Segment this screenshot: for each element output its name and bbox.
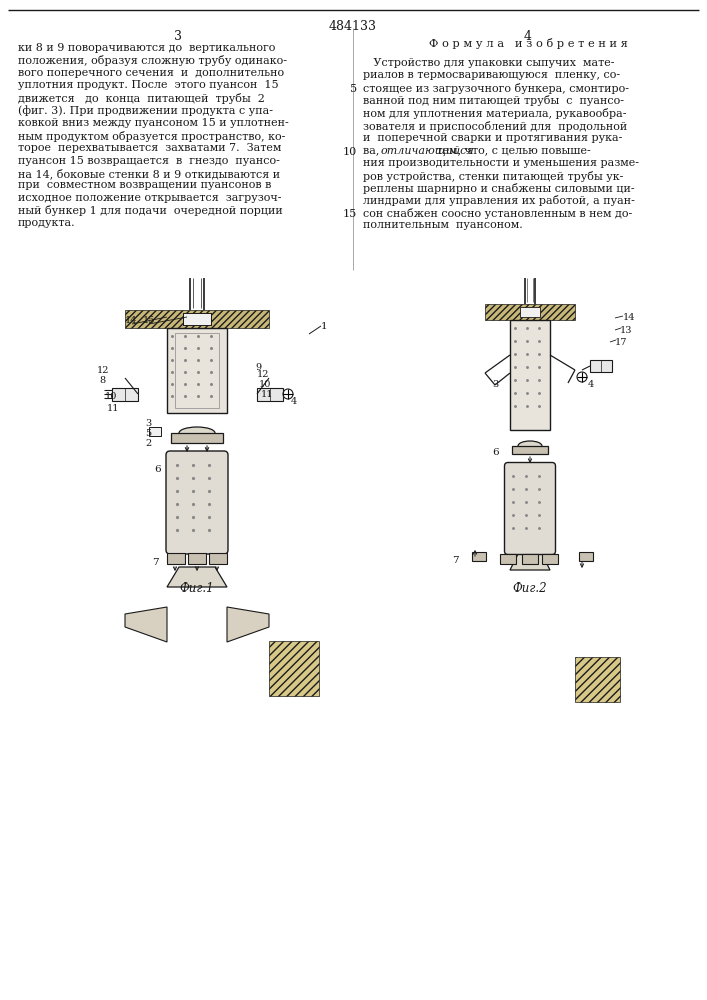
Text: 6: 6 [154, 465, 160, 474]
Ellipse shape [179, 427, 215, 439]
Text: ном для уплотнения материала, рукавообра-: ном для уплотнения материала, рукавообра… [363, 108, 626, 119]
Text: реплены шарнирно и снабжены силовыми ци-: реплены шарнирно и снабжены силовыми ци- [363, 183, 635, 194]
Text: 15: 15 [143, 316, 156, 325]
Text: 13: 13 [620, 326, 633, 335]
Bar [125, 310, 269, 328]
Text: на 14, боковые стенки 8 и 9 откидываются и: на 14, боковые стенки 8 и 9 откидываются… [18, 168, 280, 179]
Text: стоящее из загрузочного бункера, смонтиро-: стоящее из загрузочного бункера, смонтир… [363, 83, 629, 94]
Bar [590, 360, 612, 372]
Text: 3: 3 [145, 419, 151, 428]
Text: Фиг.2: Фиг.2 [513, 582, 547, 595]
Text: и  поперечной сварки и протягивания рука-: и поперечной сварки и протягивания рука- [363, 133, 622, 143]
Text: 10: 10 [343, 147, 357, 157]
Text: 4: 4 [291, 397, 297, 406]
Text: 6: 6 [492, 448, 498, 457]
Polygon shape [510, 554, 550, 570]
Bar [257, 388, 283, 401]
Text: полнительным  пуансоном.: полнительным пуансоном. [363, 221, 522, 231]
Text: 7: 7 [152, 558, 158, 567]
Bar [579, 552, 593, 561]
Text: риалов в термосваривающуюся  пленку, со-: риалов в термосваривающуюся пленку, со- [363, 70, 620, 81]
Text: уплотния продукт. После  этого пуансон  15: уплотния продукт. После этого пуансон 15 [18, 81, 279, 91]
Bar [485, 304, 575, 320]
Text: тем, что, с целью повыше-: тем, что, с целью повыше- [433, 145, 591, 155]
Text: 11: 11 [107, 404, 119, 413]
Text: отличающийся: отличающийся [380, 145, 474, 156]
Bar [171, 433, 223, 443]
Ellipse shape [518, 441, 542, 451]
Text: 12: 12 [257, 370, 269, 379]
Text: 5: 5 [145, 429, 151, 438]
Polygon shape [269, 641, 319, 696]
Bar [472, 552, 486, 561]
Polygon shape [227, 607, 269, 642]
Text: ным продуктом образуется пространство, ко-: ным продуктом образуется пространство, к… [18, 130, 286, 141]
Bar [542, 554, 558, 564]
Text: 8: 8 [99, 376, 105, 385]
Bar [510, 320, 550, 430]
Text: ров устройства, стенки питающей трубы ук-: ров устройства, стенки питающей трубы ук… [363, 170, 624, 182]
Text: 484133: 484133 [329, 20, 377, 33]
Text: 3: 3 [174, 30, 182, 43]
Text: 12: 12 [97, 366, 110, 375]
FancyBboxPatch shape [505, 462, 556, 554]
Text: 4: 4 [588, 380, 595, 389]
Text: 10: 10 [259, 380, 271, 389]
Bar [167, 553, 185, 564]
Text: движется   до  конца  питающей  трубы  2: движется до конца питающей трубы 2 [18, 93, 265, 104]
Polygon shape [575, 657, 620, 702]
Text: сон снабжен соосно установленным в нем до-: сон снабжен соосно установленным в нем д… [363, 208, 632, 219]
Bar [167, 328, 227, 413]
Text: 11: 11 [261, 390, 274, 399]
Bar [149, 427, 161, 436]
Polygon shape [167, 567, 227, 587]
Text: 14: 14 [125, 316, 137, 325]
Text: 7: 7 [452, 556, 459, 565]
Text: ния производительности и уменьшения разме-: ния производительности и уменьшения разм… [363, 158, 639, 168]
Text: исходное положение открывается  загрузоч-: исходное положение открывается загрузоч- [18, 193, 281, 203]
Text: ва,: ва, [363, 145, 383, 155]
Text: 4: 4 [524, 30, 532, 43]
Text: 5: 5 [350, 84, 357, 94]
Text: зователя и приспособлений для  продольной: зователя и приспособлений для продольной [363, 120, 627, 131]
Text: линдрами для управления их работой, а пуан-: линдрами для управления их работой, а пу… [363, 196, 635, 207]
Text: (фиг. 3). При продвижении продукта с упа-: (фиг. 3). При продвижении продукта с упа… [18, 105, 273, 116]
Bar [522, 554, 538, 564]
Text: при  совместном возвращении пуансонов в: при совместном возвращении пуансонов в [18, 180, 271, 190]
Text: 14: 14 [623, 313, 636, 322]
Text: 15: 15 [343, 209, 357, 219]
Polygon shape [125, 607, 167, 642]
Text: 2: 2 [145, 439, 151, 448]
Text: ванной под ним питающей трубы  с  пуансо-: ванной под ним питающей трубы с пуансо- [363, 96, 624, 106]
Text: ный бункер 1 для подачи  очередной порции: ный бункер 1 для подачи очередной порции [18, 206, 283, 217]
Bar [209, 553, 227, 564]
Text: 1: 1 [321, 322, 327, 331]
Bar [500, 554, 516, 564]
Text: Ф о р м у л а   и з о б р е т е н и я: Ф о р м у л а и з о б р е т е н и я [428, 38, 627, 49]
Text: пуансон 15 возвращается  в  гнездо  пуансо-: пуансон 15 возвращается в гнездо пуансо- [18, 155, 280, 165]
Bar [112, 388, 138, 401]
Text: продукта.: продукта. [18, 218, 76, 228]
Text: ки 8 и 9 поворачиваются до  вертикального: ки 8 и 9 поворачиваются до вертикального [18, 43, 275, 53]
Text: Фиг.1: Фиг.1 [180, 582, 214, 595]
Text: вого поперечного сечения  и  дополнительно: вого поперечного сечения и дополнительно [18, 68, 284, 78]
Bar [188, 553, 206, 564]
Bar [183, 313, 211, 325]
Text: торое  перехватывается  захватами 7.  Затем: торое перехватывается захватами 7. Затем [18, 143, 281, 153]
Text: 3: 3 [492, 380, 498, 389]
Text: ковкой вниз между пуансоном 15 и уплотнен-: ковкой вниз между пуансоном 15 и уплотне… [18, 118, 288, 128]
FancyBboxPatch shape [166, 451, 228, 554]
Bar [175, 333, 219, 408]
Bar [520, 307, 540, 317]
Text: 10: 10 [105, 392, 117, 401]
Text: 17: 17 [615, 338, 628, 347]
Bar [512, 446, 548, 454]
Text: 9: 9 [255, 363, 261, 372]
Text: Устройство для упаковки сыпучих  мате-: Устройство для упаковки сыпучих мате- [363, 58, 614, 68]
Text: положения, образуя сложную трубу одинако-: положения, образуя сложную трубу одинако… [18, 55, 287, 66]
